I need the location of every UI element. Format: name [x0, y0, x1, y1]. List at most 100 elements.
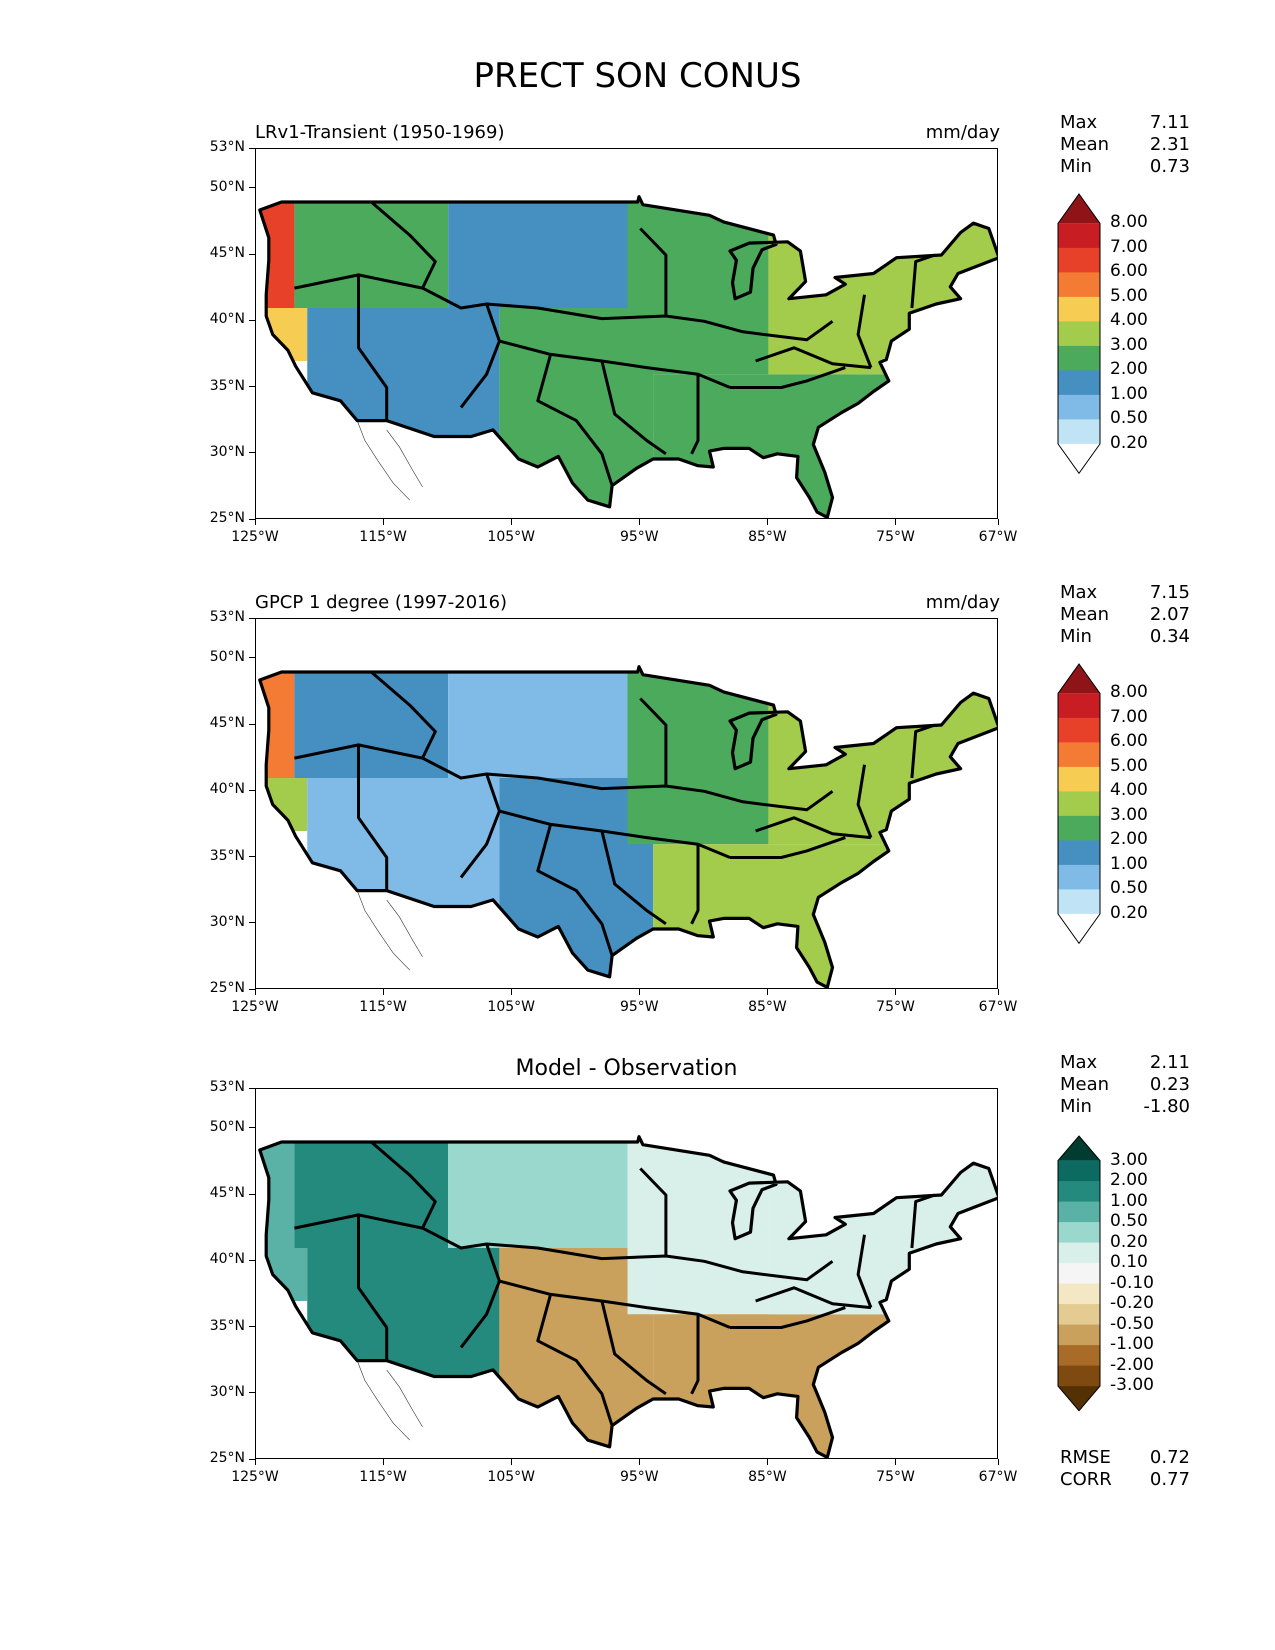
- stat-min: Min 0.34: [1060, 626, 1190, 648]
- stats-box: Max 7.15 Mean 2.07 Min 0.34: [1060, 582, 1190, 648]
- lon-tick: [510, 989, 512, 995]
- basin-boundary: [486, 1242, 834, 1282]
- region-cell: [627, 202, 769, 375]
- stat-mean: Mean 0.23: [1060, 1074, 1190, 1096]
- lon-tick: [510, 1459, 512, 1465]
- lon-tick: [254, 519, 256, 525]
- lat-tick: [249, 1087, 255, 1089]
- colorbar-segment: [1058, 1263, 1100, 1285]
- basin-boundary: [486, 302, 834, 342]
- basin-boundary: [536, 354, 614, 487]
- lat-tick: [249, 856, 255, 857]
- colorbar-segment: [1058, 1324, 1100, 1346]
- colorbar-segment: [1058, 345, 1100, 371]
- lat-tick-label: 25°N: [209, 1450, 245, 1466]
- stat-label: Mean: [1060, 604, 1110, 625]
- stat-label: Max: [1060, 1052, 1098, 1073]
- stat-max: Max 2.11: [1060, 1052, 1190, 1074]
- lon-tick: [382, 1459, 384, 1465]
- basin-boundary: [755, 346, 872, 370]
- colorbar-segment: [1058, 1201, 1100, 1223]
- lat-tick-label: 40°N: [209, 1251, 245, 1268]
- stat-value: 2.11: [1149, 1052, 1190, 1073]
- panel-title: GPCP 1 degree (1997-2016): [255, 592, 508, 613]
- colorbar-tick-label: 8.00: [1110, 212, 1148, 233]
- lat-tick-label: 53°N: [209, 1079, 245, 1095]
- basin-boundary: [536, 1294, 614, 1427]
- lon-tick: [895, 519, 897, 525]
- stat-label: RMSE: [1060, 1447, 1111, 1468]
- colorbar-svg: [1057, 663, 1101, 945]
- lat-tick: [249, 617, 255, 619]
- lat-tick: [249, 922, 255, 924]
- lon-tick: [895, 1459, 897, 1465]
- colorbar-tick-label: 1.00: [1110, 853, 1148, 874]
- lon-tick-label: 125°W: [231, 999, 279, 1015]
- colorbar-tick-label: 8.00: [1110, 682, 1148, 703]
- lat-tick-label: 45°N: [209, 715, 245, 731]
- coastline: [386, 1369, 423, 1428]
- region-cell: [627, 1142, 769, 1315]
- lat-tick: [249, 1326, 255, 1327]
- colorbar-segment: [1058, 889, 1100, 915]
- lon-tick: [638, 1459, 640, 1465]
- lon-tick: [766, 519, 768, 525]
- colorbar-border: [1057, 193, 1101, 475]
- basin-boundary: [600, 830, 667, 926]
- stat-mean: Mean 2.31: [1060, 134, 1190, 156]
- lat-tick-label: 50°N: [209, 178, 245, 195]
- stat-min: Min 0.73: [1060, 156, 1190, 178]
- colorbar-tick-label: 0.50: [1110, 878, 1148, 899]
- lat-tick: [249, 1127, 255, 1129]
- region-cell: [627, 672, 769, 845]
- colorbar-tick-label: 0.20: [1110, 432, 1148, 453]
- lat-tick-label: 50°N: [209, 648, 245, 665]
- region-cell: [768, 202, 997, 375]
- lat-tick: [249, 657, 255, 659]
- colorbar-tick-label: 2.00: [1110, 359, 1148, 380]
- lon-tick: [997, 1459, 999, 1465]
- colorbar-segment: [1058, 296, 1100, 322]
- lon-tick-label: 115°W: [359, 999, 407, 1015]
- lon-tick-label: 85°W: [748, 529, 787, 545]
- lon-tick-label: 105°W: [487, 999, 535, 1015]
- stat-value: 0.77: [1149, 1469, 1190, 1490]
- stat-value: 0.72: [1149, 1447, 1190, 1468]
- colorbar-segment: [1058, 370, 1100, 396]
- lon-tick-label: 85°W: [748, 1469, 787, 1485]
- colorbar-tick-label: -0.20: [1110, 1293, 1154, 1314]
- lat-tick-label: 35°N: [209, 377, 245, 394]
- lon-tick-label: 85°W: [748, 999, 787, 1015]
- basin-boundary: [357, 1214, 389, 1361]
- colorbar-tick-label: 3.00: [1110, 334, 1148, 355]
- region-cell: [307, 778, 500, 911]
- colorbar-tick-label: -3.00: [1110, 1375, 1154, 1396]
- colorbar-tick-label: 7.00: [1110, 706, 1148, 727]
- colorbar-segment: [1058, 1181, 1100, 1203]
- stat-value: 0.73: [1149, 156, 1190, 177]
- coastline: [386, 899, 423, 958]
- lon-tick-label: 105°W: [487, 1469, 535, 1485]
- colorbar-tick-label: -1.00: [1110, 1334, 1154, 1355]
- region-cell: [259, 778, 308, 831]
- lat-tick: [249, 1193, 255, 1195]
- stat-max: Max 7.15: [1060, 582, 1190, 604]
- basin-boundary: [690, 374, 700, 455]
- basin-boundary: [294, 1140, 437, 1230]
- basin-boundary: [755, 1286, 872, 1310]
- lat-tick: [249, 789, 255, 791]
- colorbar-extend-bottom: [1058, 443, 1100, 474]
- basin-boundary: [421, 286, 501, 409]
- stat-value: 2.31: [1149, 134, 1190, 155]
- stat-label: Min: [1060, 1096, 1092, 1117]
- lat-tick-label: 30°N: [209, 1383, 245, 1400]
- colorbar-extend-top: [1058, 194, 1100, 224]
- lat-tick-label: 35°N: [209, 847, 245, 864]
- basin-boundary: [600, 360, 667, 456]
- lat-tick-label: 40°N: [209, 311, 245, 328]
- lat-tick: [249, 386, 255, 387]
- colorbar: [1056, 192, 1102, 479]
- colorbar-tick-label: 6.00: [1110, 261, 1148, 282]
- colorbar-segment: [1058, 1160, 1100, 1182]
- map-svg: [258, 1135, 997, 1458]
